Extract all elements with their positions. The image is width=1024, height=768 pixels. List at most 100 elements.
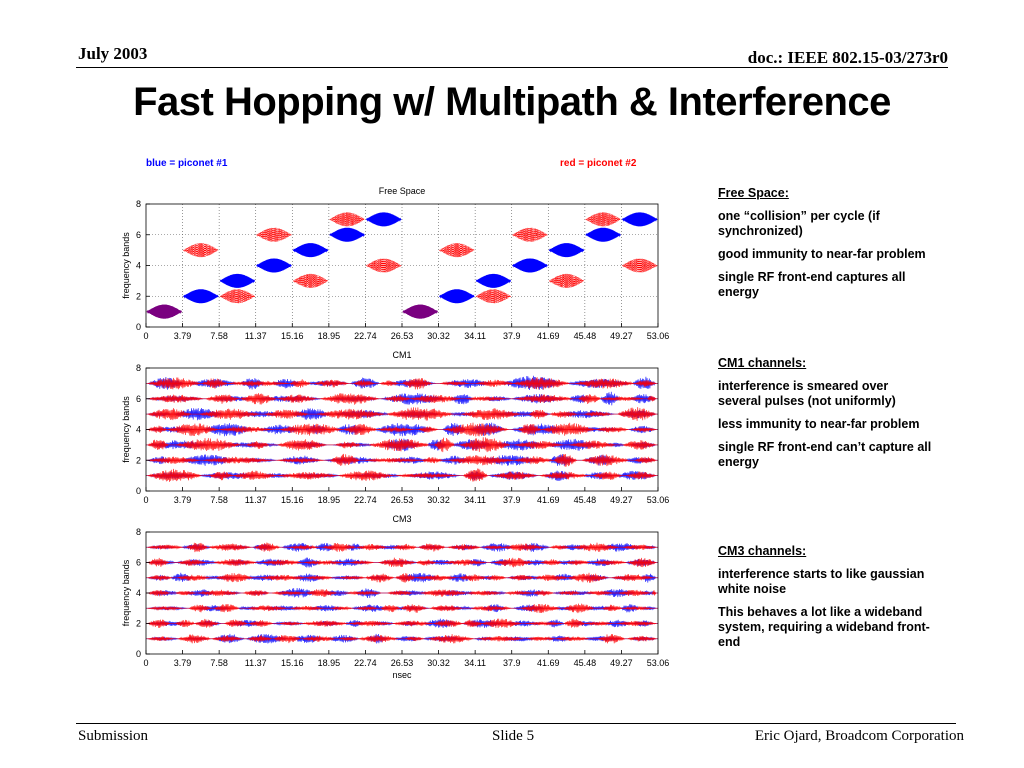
- plot-title: CM3: [392, 514, 411, 524]
- multipath-burst: [320, 393, 379, 405]
- multipath-burst: [331, 605, 353, 611]
- hop-burst: [365, 212, 402, 227]
- multipath-burst: [214, 558, 257, 567]
- hop-burst: [475, 289, 512, 304]
- multipath-burst: [566, 559, 590, 566]
- notes-point: interference starts to like gaussian whi…: [718, 567, 925, 596]
- multipath-burst: [205, 394, 239, 404]
- multipath-burst: [594, 560, 627, 565]
- x-tick-label: 26.53: [391, 331, 414, 341]
- footer-submission: Submission: [78, 728, 149, 744]
- hop-burst: [329, 227, 365, 242]
- multipath-burst: [147, 439, 169, 450]
- notes-point: This behaves a lot like a wideband syste…: [718, 605, 930, 649]
- multipath-burst: [520, 603, 560, 614]
- hop-burst: [292, 243, 329, 258]
- multipath-burst: [176, 438, 241, 452]
- x-tick-label: 18.95: [318, 658, 341, 668]
- y-tick-label: 4: [136, 425, 141, 435]
- hop-burst: [475, 273, 512, 288]
- multipath-burst: [302, 635, 336, 643]
- multipath-burst: [505, 590, 533, 596]
- x-tick-label: 41.69: [537, 495, 560, 505]
- multipath-burst: [167, 423, 218, 437]
- multipath-burst: [264, 409, 309, 419]
- multipath-burst: [418, 426, 438, 433]
- multipath-burst: [618, 589, 651, 597]
- multipath-burst: [349, 620, 392, 627]
- notes-heading: Free Space:: [718, 186, 789, 200]
- multipath-burst: [199, 408, 260, 420]
- x-tick-label: 26.53: [391, 658, 414, 668]
- multipath-burst: [305, 575, 333, 581]
- multipath-burst: [323, 542, 356, 552]
- hop-burst: [146, 304, 182, 319]
- y-tick-label: 6: [136, 230, 141, 240]
- multipath-burst: [278, 394, 316, 403]
- multipath-burst: [387, 590, 413, 596]
- multipath-burst: [518, 424, 542, 435]
- multipath-burst: [289, 544, 319, 550]
- multipath-burst: [482, 618, 521, 629]
- hop-burst: [366, 258, 402, 273]
- x-tick-label: 37.9: [503, 658, 521, 668]
- footer-author: Eric Ojard, Broadcom Corporation: [754, 728, 964, 744]
- multipath-burst: [386, 407, 453, 421]
- plot-cm1: CM1 0 2 4 6 8 0 3.79 7.58 11.37 15.16 18.95 22.74 26.…: [121, 350, 669, 505]
- multipath-burst: [392, 543, 417, 551]
- multipath-burst: [259, 574, 306, 581]
- multipath-burst: [277, 439, 327, 451]
- multipath-burst: [617, 620, 657, 627]
- hop-burst: [622, 258, 658, 273]
- multipath-burst: [147, 544, 183, 550]
- x-tick-label: 45.48: [574, 658, 597, 668]
- x-tick-label: 11.37: [245, 658, 267, 668]
- header-doc-id: doc.: IEEE 802.15-03/273r0: [747, 48, 948, 67]
- x-tick-label: 34.11: [464, 658, 486, 668]
- multipath-burst: [365, 573, 394, 583]
- multipath-burst: [596, 426, 629, 433]
- multipath-burst: [233, 470, 276, 481]
- multipath-burst: [418, 543, 446, 552]
- multipath-burst: [602, 604, 622, 612]
- footer-slide-number: Slide 5: [492, 728, 535, 744]
- y-tick-label: 4: [136, 261, 141, 271]
- multipath-burst: [185, 589, 216, 597]
- multipath-burst: [316, 408, 385, 420]
- multipath-burst: [416, 559, 436, 566]
- notes-point: interference is smeared over several pul…: [718, 379, 896, 408]
- multipath-burst: [290, 605, 324, 611]
- y-tick-label: 6: [136, 558, 141, 568]
- multipath-burst: [586, 590, 613, 596]
- x-tick-label: 0: [143, 658, 148, 668]
- multipath-burst: [466, 396, 506, 402]
- y-tick-label: 4: [136, 588, 141, 598]
- multipath-burst: [626, 471, 657, 480]
- hop-burst: [512, 227, 548, 242]
- multipath-burst: [377, 426, 413, 432]
- multipath-burst: [563, 603, 595, 614]
- multipath-burst: [384, 395, 411, 403]
- multipath-burst: [430, 605, 463, 612]
- multipath-burst: [556, 636, 589, 642]
- multipath-burst: [202, 378, 228, 389]
- multipath-burst: [314, 379, 349, 388]
- multipath-burst: [338, 470, 393, 482]
- x-tick-label: 7.58: [210, 331, 228, 341]
- y-axis-label: frequency bands: [121, 396, 131, 463]
- multipath-burst: [581, 454, 629, 467]
- x-tick-label: 53.06: [647, 658, 670, 668]
- hop-burst: [548, 273, 585, 288]
- multipath-burst: [252, 544, 274, 551]
- multipath-burst: [513, 377, 570, 390]
- hop-burst: [439, 289, 475, 304]
- multipath-burst: [584, 411, 611, 417]
- header-divider: [76, 67, 948, 68]
- notes-cm3: CM3 channels: interference starts to lik…: [718, 544, 933, 658]
- hop-burst: [585, 212, 621, 227]
- y-tick-label: 0: [136, 649, 141, 659]
- x-tick-label: 53.06: [647, 331, 670, 341]
- x-tick-label: 45.48: [574, 495, 597, 505]
- multipath-burst: [493, 471, 537, 480]
- multipath-burst: [178, 634, 211, 644]
